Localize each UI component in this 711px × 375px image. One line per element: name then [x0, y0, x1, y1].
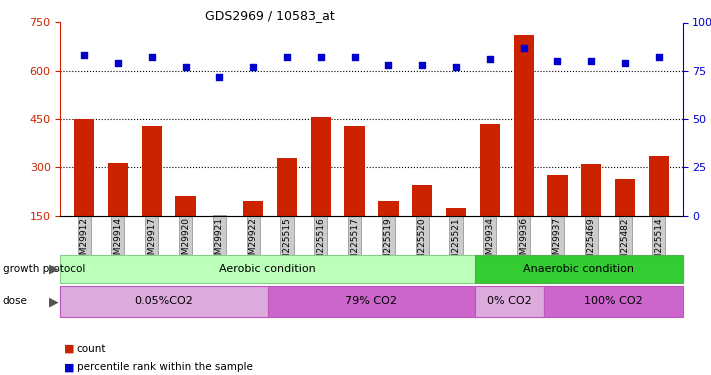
Text: 79% CO2: 79% CO2: [346, 297, 397, 306]
Bar: [243, 201, 263, 216]
Bar: [547, 176, 567, 216]
Point: [214, 74, 225, 80]
Text: GDS2969 / 10583_at: GDS2969 / 10583_at: [205, 9, 335, 22]
Point: [552, 58, 563, 64]
Text: 0.05%CO2: 0.05%CO2: [134, 297, 193, 306]
Text: ▶: ▶: [48, 262, 58, 276]
Bar: [378, 201, 399, 216]
Point: [417, 62, 428, 68]
Bar: [513, 35, 534, 216]
Bar: [648, 156, 669, 216]
Point: [282, 54, 293, 60]
Text: dose: dose: [3, 297, 28, 306]
Point: [349, 54, 360, 60]
Bar: [446, 208, 466, 216]
Bar: [141, 126, 162, 216]
Bar: [412, 185, 432, 216]
Bar: [108, 162, 128, 216]
Point: [619, 60, 631, 66]
Text: count: count: [77, 344, 106, 354]
Text: percentile rank within the sample: percentile rank within the sample: [77, 363, 252, 372]
Point: [247, 64, 259, 70]
Bar: [176, 196, 196, 216]
Point: [518, 45, 529, 51]
Text: Anaerobic condition: Anaerobic condition: [523, 264, 634, 274]
Bar: [277, 158, 297, 216]
Text: 0% CO2: 0% CO2: [487, 297, 532, 306]
Bar: [311, 117, 331, 216]
Bar: [475, 286, 545, 317]
Bar: [475, 255, 683, 283]
Point: [450, 64, 461, 70]
Point: [586, 58, 597, 64]
Point: [112, 60, 124, 66]
Text: ■: ■: [64, 344, 75, 354]
Bar: [344, 126, 365, 216]
Bar: [60, 255, 475, 283]
Point: [653, 54, 665, 60]
Bar: [60, 286, 268, 317]
Bar: [209, 216, 230, 225]
Text: 100% CO2: 100% CO2: [584, 297, 643, 306]
Point: [146, 54, 157, 60]
Point: [180, 64, 191, 70]
Text: growth protocol: growth protocol: [3, 264, 85, 274]
Text: Aerobic condition: Aerobic condition: [220, 264, 316, 274]
Point: [383, 62, 394, 68]
Point: [315, 54, 326, 60]
Bar: [545, 286, 683, 317]
Bar: [268, 286, 475, 317]
Bar: [581, 164, 602, 216]
Point: [484, 56, 496, 62]
Text: ▶: ▶: [48, 295, 58, 308]
Point: [78, 53, 90, 58]
Text: ■: ■: [64, 363, 75, 372]
Bar: [615, 178, 635, 216]
Bar: [74, 119, 95, 216]
Bar: [480, 124, 500, 216]
